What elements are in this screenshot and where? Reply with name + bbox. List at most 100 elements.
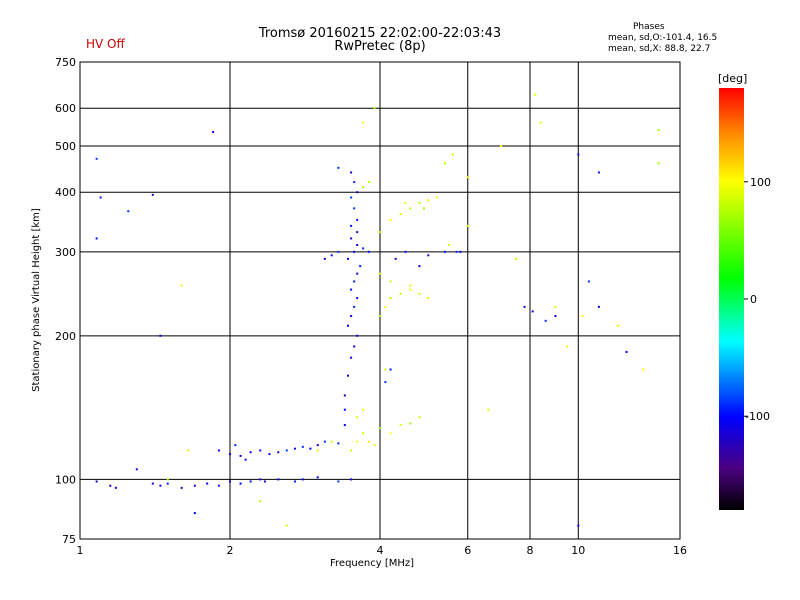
echo-point (409, 207, 412, 210)
echo-point (350, 288, 353, 291)
colorbar-unit-label: [deg] (718, 72, 748, 85)
echo-point (337, 166, 340, 169)
echo-point (151, 193, 154, 196)
x-tick-label: 8 (527, 544, 534, 557)
echo-point (597, 171, 600, 174)
echo-point (350, 356, 353, 359)
echo-point (268, 453, 271, 456)
echo-point (459, 250, 462, 253)
echo-point (379, 315, 381, 318)
echo-point (353, 345, 356, 348)
echo-point (159, 334, 162, 337)
echo-point (350, 237, 353, 240)
echo-point (343, 394, 346, 397)
echo-point (404, 201, 407, 204)
echo-point (316, 449, 319, 452)
echo-point (379, 231, 381, 234)
chart-subtitle: RwPretec (8p) (334, 39, 426, 54)
echo-point (249, 451, 252, 454)
echo-point (466, 224, 469, 227)
echo-point (389, 218, 392, 221)
y-tick-label: 500 (55, 140, 76, 153)
tick-layer: 1 2 4 6 8 10 16 75 100 200 300 400 500 600 750 (55, 56, 687, 557)
x-tick-label: 1 (77, 544, 84, 557)
echo-point (657, 162, 660, 165)
echo-point (597, 305, 600, 308)
phases-x-mode-stats: mean, sd,X: 88.8, 22.7 (608, 44, 711, 54)
echo-point (399, 213, 402, 216)
echo-point (350, 478, 353, 481)
x-tick-label: 16 (673, 544, 687, 557)
echo-point (309, 447, 312, 450)
echo-point (356, 272, 359, 275)
echo-point (316, 476, 319, 479)
echo-point (159, 484, 162, 487)
echo-point (356, 416, 359, 419)
echo-point (389, 432, 392, 435)
echo-point (323, 440, 326, 443)
echo-point (404, 250, 407, 253)
echo-point (443, 250, 446, 253)
echo-point (193, 512, 196, 515)
echo-point (239, 454, 242, 457)
colorbar-tick-label: 100 (750, 176, 771, 189)
echo-point (259, 478, 262, 481)
echo-point (337, 480, 340, 483)
echo-point (427, 254, 430, 257)
echo-point (353, 207, 356, 210)
echo-point (229, 480, 231, 483)
echo-point (362, 121, 365, 124)
echo-point (435, 196, 438, 199)
echo-point (99, 196, 102, 199)
echo-point (285, 524, 288, 527)
x-axis-label: Frequency [MHz] (330, 558, 415, 569)
echo-point (350, 224, 353, 227)
echo-point (389, 297, 392, 300)
echo-point (443, 162, 446, 165)
echo-point (657, 129, 660, 132)
echo-point (384, 368, 387, 371)
echo-point (330, 440, 333, 443)
echo-point (418, 201, 421, 204)
echo-point (418, 292, 421, 295)
echo-point (180, 486, 183, 489)
echo-point (301, 445, 304, 448)
echo-point (587, 280, 590, 283)
colorbar (719, 88, 744, 510)
echo-point (330, 254, 333, 257)
y-tick-label: 200 (55, 330, 76, 343)
echo-point (625, 350, 628, 353)
echo-point (337, 250, 340, 253)
echo-point (418, 416, 421, 419)
echo-point (362, 186, 365, 189)
echo-point (229, 453, 231, 456)
echo-point (350, 449, 353, 452)
echo-point (193, 484, 196, 487)
echo-point (367, 440, 370, 443)
echo-point (127, 210, 130, 213)
echo-point (166, 482, 169, 485)
y-tick-label: 400 (55, 186, 76, 199)
echo-point (151, 482, 154, 485)
y-tick-label: 300 (55, 246, 76, 259)
echo-point (554, 315, 557, 318)
echo-point (350, 171, 353, 174)
echo-point (399, 424, 402, 427)
echo-point (384, 305, 387, 308)
echo-point (356, 191, 359, 194)
echo-point (95, 157, 98, 160)
echo-point (367, 250, 370, 253)
echo-point (500, 144, 503, 147)
echo-point (394, 257, 397, 260)
grid-layer (80, 62, 680, 539)
echo-point (384, 381, 387, 384)
chart-title: Tromsø 20160215 22:02:00-22:03:43 (258, 26, 502, 41)
echo-point (277, 478, 280, 481)
plot-frame (79, 61, 681, 540)
y-axis-label: Stationary phase Virtual Height [km] (31, 208, 42, 392)
echo-point (399, 292, 402, 295)
echo-point (109, 484, 112, 487)
echo-point (422, 207, 425, 210)
colorbar-tick-label: -100 (745, 410, 770, 423)
